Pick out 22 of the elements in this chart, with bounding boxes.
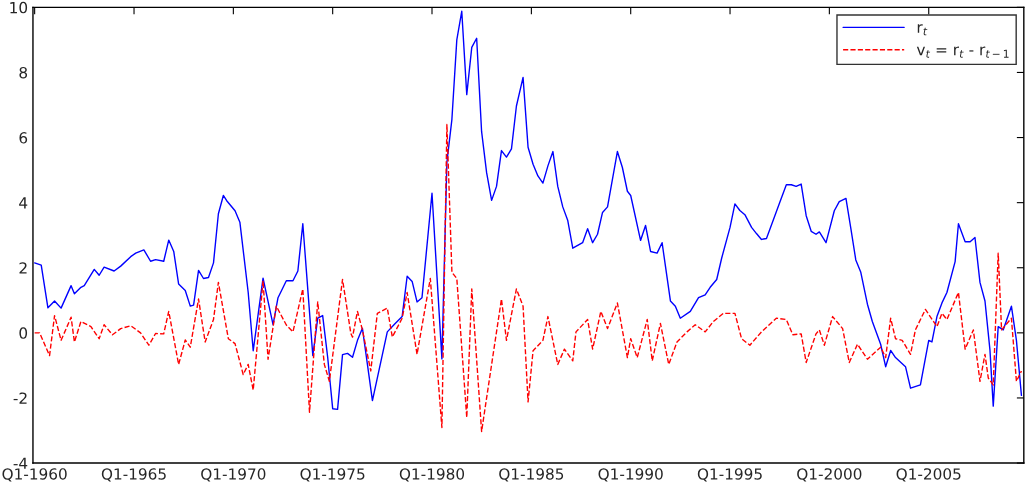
x-tick-label: Q1-1960 <box>2 468 67 482</box>
x-tick-label: Q1-1965 <box>101 468 166 482</box>
x-tick-label: Q1-1995 <box>697 468 762 482</box>
line-series <box>33 10 1023 411</box>
x-tick-label: Q1-1985 <box>499 468 564 482</box>
legend-label: r$_{t}$ <box>917 24 928 36</box>
y-tick-label: 4 <box>19 197 28 209</box>
y-tick-label: 0 <box>19 327 28 339</box>
y-tick-label: -2 <box>13 392 27 404</box>
y-tick-label: 6 <box>19 132 28 144</box>
y-tick-label: 2 <box>19 262 27 274</box>
x-tick-label: Q1-2000 <box>797 468 862 482</box>
y-tick-label: 8 <box>19 66 28 79</box>
y-tick-label: 10 <box>10 1 28 14</box>
line-series <box>33 123 1023 433</box>
x-tick-label: Q1-1980 <box>399 468 465 482</box>
x-tick-label: Q1-2005 <box>896 468 961 482</box>
legend-label: v$_{t}$ = r$_{t}$ - r$_{t−1}$ <box>916 46 1009 58</box>
y-tick-label: -4 <box>13 457 28 469</box>
x-tick-label: Q1-1970 <box>201 468 266 482</box>
x-tick-label: Q1-1990 <box>598 468 663 482</box>
x-tick-label: Q1-1975 <box>300 468 365 482</box>
